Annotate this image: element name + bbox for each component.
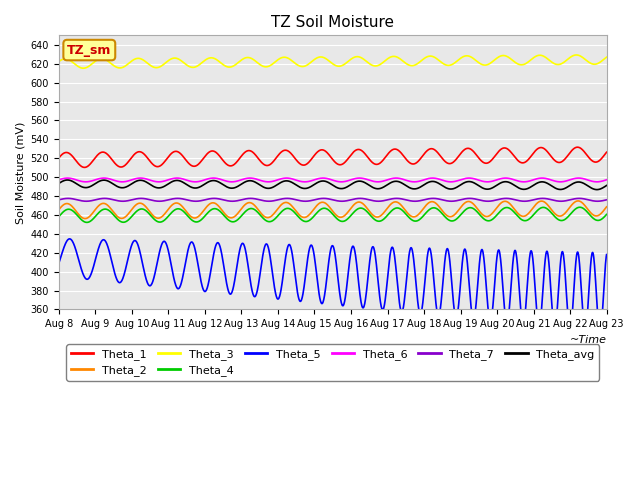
Line: Theta_7: Theta_7 bbox=[59, 198, 607, 201]
Theta_6 bbox=[367, 178, 375, 184]
Theta_6 bbox=[309, 177, 317, 183]
Theta_2 bbox=[81, 216, 89, 221]
Theta_2 bbox=[603, 204, 611, 210]
Theta_avg bbox=[98, 178, 106, 183]
Theta_2 bbox=[120, 215, 128, 221]
Theta_2 bbox=[288, 203, 296, 209]
Theta_5 bbox=[367, 250, 375, 255]
Theta_4 bbox=[309, 215, 317, 220]
Title: TZ Soil Moisture: TZ Soil Moisture bbox=[271, 15, 394, 30]
Theta_avg bbox=[288, 180, 296, 185]
Theta_2 bbox=[98, 201, 106, 206]
Theta_avg bbox=[593, 187, 601, 192]
Theta_1 bbox=[81, 165, 88, 170]
Line: Theta_3: Theta_3 bbox=[59, 55, 607, 68]
Theta_3 bbox=[98, 56, 106, 61]
Theta_2 bbox=[309, 208, 317, 214]
Theta_3 bbox=[288, 58, 296, 63]
Theta_7 bbox=[55, 197, 63, 203]
Theta_3 bbox=[309, 58, 317, 63]
Theta_4 bbox=[98, 207, 106, 213]
Theta_4 bbox=[603, 212, 611, 217]
Theta_avg bbox=[367, 183, 375, 189]
Theta_avg bbox=[63, 177, 71, 183]
Theta_6 bbox=[55, 177, 63, 183]
Theta_7 bbox=[309, 197, 317, 203]
Theta_3 bbox=[55, 59, 63, 64]
Theta_2 bbox=[299, 215, 307, 220]
Theta_7 bbox=[98, 196, 106, 202]
Theta_5 bbox=[98, 238, 106, 244]
Theta_1 bbox=[367, 158, 375, 164]
Theta_2 bbox=[574, 198, 582, 204]
Theta_avg bbox=[120, 185, 128, 191]
Theta_4 bbox=[83, 219, 90, 225]
Theta_3 bbox=[120, 64, 128, 70]
Theta_2 bbox=[55, 207, 63, 213]
Theta_1 bbox=[603, 149, 611, 155]
Theta_1 bbox=[120, 163, 128, 169]
Theta_7 bbox=[288, 196, 296, 202]
Theta_6 bbox=[264, 179, 272, 185]
Theta_2 bbox=[367, 210, 375, 216]
Theta_avg bbox=[309, 182, 317, 188]
Theta_7 bbox=[120, 198, 128, 204]
Theta_6 bbox=[97, 175, 105, 181]
Theta_avg bbox=[603, 182, 611, 188]
Theta_avg bbox=[299, 185, 307, 191]
Theta_7 bbox=[299, 198, 307, 204]
Theta_1 bbox=[573, 144, 581, 150]
Theta_5 bbox=[603, 252, 611, 257]
Theta_1 bbox=[55, 155, 63, 161]
X-axis label: ~Time: ~Time bbox=[570, 335, 607, 345]
Theta_4 bbox=[367, 213, 375, 219]
Theta_7 bbox=[367, 197, 375, 203]
Theta_7 bbox=[593, 198, 601, 204]
Theta_3 bbox=[572, 52, 580, 58]
Theta_avg bbox=[55, 180, 63, 186]
Theta_1 bbox=[299, 162, 307, 168]
Theta_1 bbox=[98, 149, 106, 155]
Theta_4 bbox=[576, 204, 584, 210]
Theta_5 bbox=[596, 330, 604, 336]
Theta_4 bbox=[299, 218, 307, 224]
Theta_6 bbox=[300, 179, 307, 185]
Line: Theta_5: Theta_5 bbox=[59, 239, 607, 333]
Theta_5 bbox=[309, 245, 317, 251]
Theta_5 bbox=[299, 291, 307, 297]
Theta_7 bbox=[603, 197, 611, 203]
Theta_1 bbox=[288, 151, 296, 157]
Line: Theta_4: Theta_4 bbox=[59, 207, 607, 222]
Theta_6 bbox=[120, 179, 127, 185]
Line: Theta_1: Theta_1 bbox=[59, 147, 607, 168]
Theta_4 bbox=[55, 214, 63, 219]
Theta_3 bbox=[367, 62, 375, 68]
Theta_5 bbox=[55, 260, 63, 266]
Theta_5 bbox=[66, 236, 74, 242]
Theta_7 bbox=[64, 195, 72, 201]
Theta_5 bbox=[120, 272, 128, 278]
Theta_4 bbox=[120, 219, 128, 225]
Theta_6 bbox=[288, 176, 296, 182]
Theta_6 bbox=[603, 177, 611, 183]
Text: TZ_sm: TZ_sm bbox=[67, 44, 111, 57]
Y-axis label: Soil Moisture (mV): Soil Moisture (mV) bbox=[15, 121, 25, 224]
Theta_5 bbox=[288, 248, 296, 253]
Legend: Theta_1, Theta_2, Theta_3, Theta_4, Theta_5, Theta_6, Theta_7, Theta_avg: Theta_1, Theta_2, Theta_3, Theta_4, Thet… bbox=[67, 345, 599, 381]
Line: Theta_avg: Theta_avg bbox=[59, 180, 607, 190]
Theta_6 bbox=[283, 175, 291, 181]
Theta_1 bbox=[309, 155, 317, 160]
Line: Theta_6: Theta_6 bbox=[59, 178, 607, 182]
Theta_3 bbox=[79, 65, 87, 71]
Theta_3 bbox=[299, 64, 307, 70]
Theta_3 bbox=[603, 54, 611, 60]
Theta_4 bbox=[288, 207, 296, 213]
Line: Theta_2: Theta_2 bbox=[59, 201, 607, 218]
